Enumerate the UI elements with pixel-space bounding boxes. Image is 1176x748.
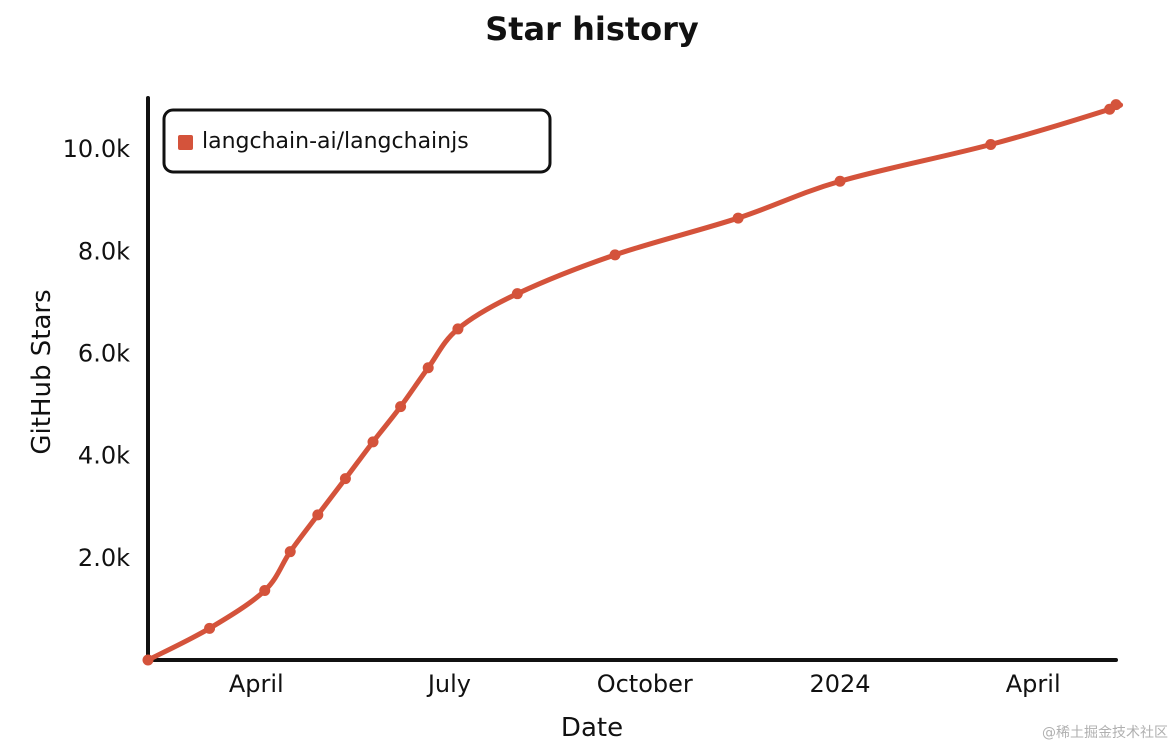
x-axis-label: Date — [561, 713, 623, 743]
data-point — [732, 212, 744, 224]
y-tick-label: 2.0k — [78, 544, 130, 572]
watermark: @稀土掘金技术社区 — [1042, 725, 1168, 741]
data-point — [395, 401, 407, 413]
series-line — [145, 102, 1124, 663]
x-tick-label: April — [1006, 670, 1061, 698]
x-tick-label: July — [426, 670, 471, 698]
data-point — [259, 585, 271, 597]
data-point — [1110, 99, 1122, 111]
legend: langchain-ai/langchainjs — [162, 108, 552, 174]
data-point — [204, 622, 216, 634]
data-point — [452, 323, 464, 335]
data-point — [284, 546, 296, 558]
y-tick-label: 8.0k — [78, 237, 130, 265]
data-point — [142, 654, 154, 666]
y-tick-label: 6.0k — [78, 339, 130, 367]
data-point — [312, 509, 324, 521]
y-axis-label: GitHub Stars — [27, 289, 57, 454]
x-tick-labels: April July October 2024 April — [229, 670, 1061, 698]
legend-box — [162, 108, 552, 174]
x-tick-label: April — [229, 670, 284, 698]
data-point — [422, 362, 434, 374]
data-point — [511, 288, 523, 300]
data-point — [609, 249, 621, 261]
x-tick-label: 2024 — [809, 670, 870, 698]
chart-title: Star history — [485, 10, 699, 48]
data-point — [834, 175, 846, 187]
y-tick-label: 4.0k — [78, 442, 130, 470]
legend-entry: langchain-ai/langchainjs — [202, 129, 469, 154]
data-point — [339, 473, 351, 485]
series-points — [142, 99, 1122, 666]
legend-swatch — [178, 135, 193, 150]
y-tick-label: 10.0k — [63, 135, 130, 163]
data-point — [985, 138, 997, 150]
y-tick-labels: 2.0k 4.0k 6.0k 8.0k 10.0k — [63, 135, 130, 572]
x-tick-label: October — [597, 670, 693, 698]
data-point — [367, 436, 379, 448]
